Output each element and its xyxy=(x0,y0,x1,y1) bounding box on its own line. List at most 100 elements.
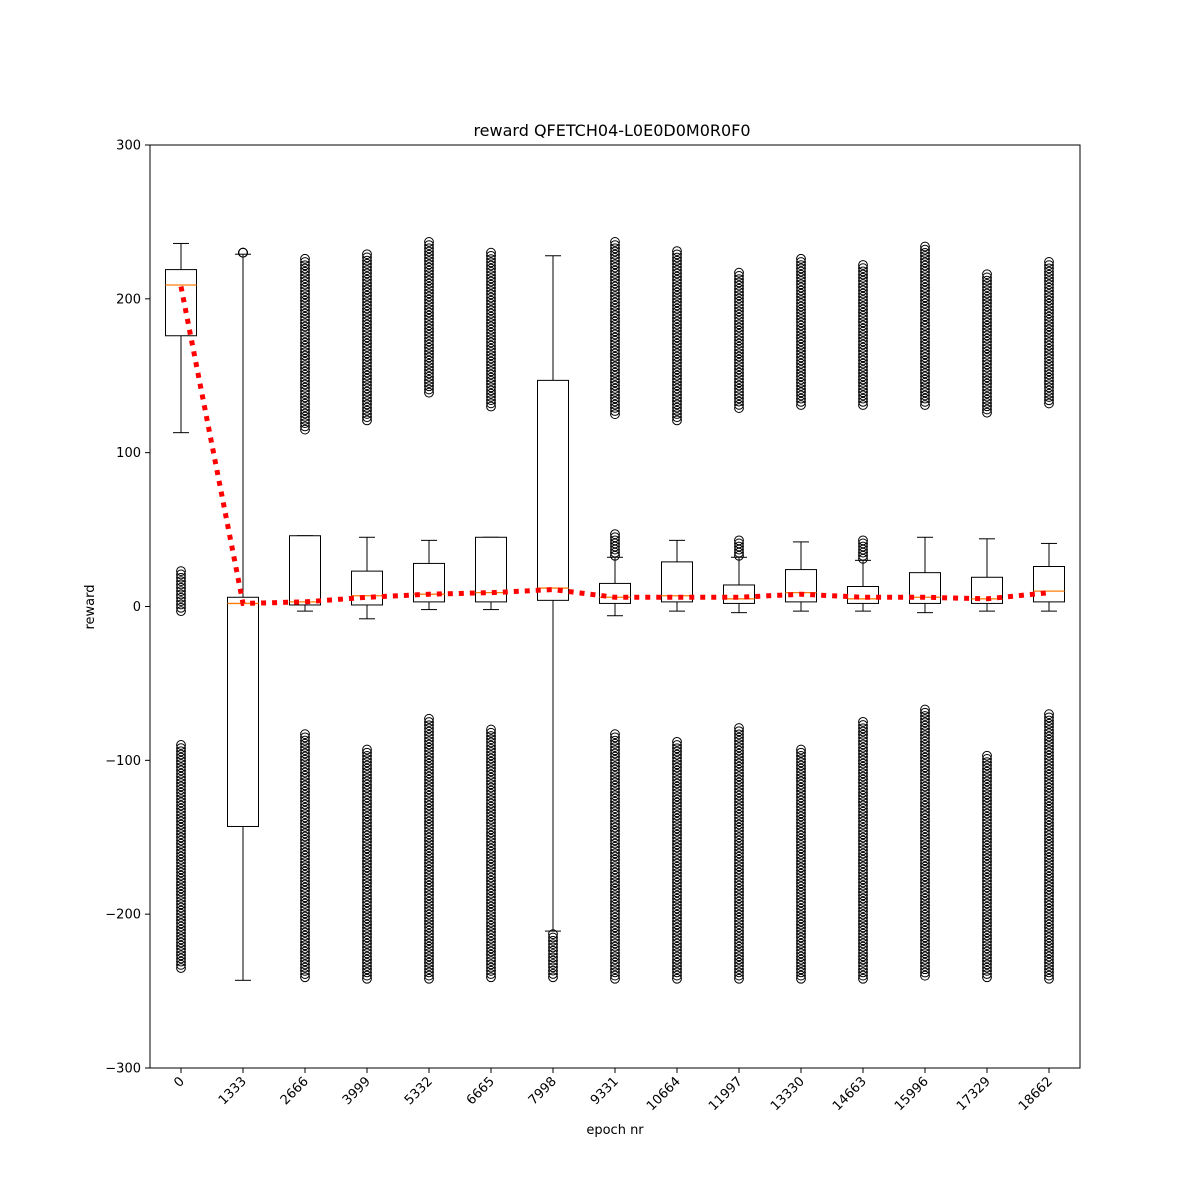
outlier-point xyxy=(362,747,372,758)
outlier-point xyxy=(300,328,310,338)
outlier-point xyxy=(734,951,744,962)
outlier-point xyxy=(796,792,806,803)
box-11997 xyxy=(723,267,755,984)
outlier-point xyxy=(424,884,434,894)
outlier-point xyxy=(424,758,434,769)
outlier-point xyxy=(796,843,806,854)
outlier-point xyxy=(300,386,310,396)
x-tick-label: 9331 xyxy=(588,1074,622,1108)
outlier-point xyxy=(1044,814,1054,825)
outlier-point xyxy=(1044,804,1054,815)
outlier-point xyxy=(176,851,186,862)
outlier-point xyxy=(362,913,372,924)
outlier-point xyxy=(176,784,186,795)
outlier-point xyxy=(920,301,930,312)
outlier-point xyxy=(734,899,744,910)
outlier-point xyxy=(176,867,186,878)
outlier-point xyxy=(424,381,434,392)
outlier-point xyxy=(610,829,620,839)
outlier-point xyxy=(672,749,682,760)
outlier-point xyxy=(362,268,372,279)
outlier-point xyxy=(300,937,310,947)
outlier-point xyxy=(610,796,620,807)
outlier-point xyxy=(486,795,496,806)
outlier-point xyxy=(362,875,372,885)
outlier-point xyxy=(610,806,620,817)
outlier-point xyxy=(610,246,620,257)
outlier-point xyxy=(176,838,186,849)
outlier-point xyxy=(734,271,744,281)
outlier-point xyxy=(920,349,930,360)
outlier-point xyxy=(610,928,620,939)
outlier-point xyxy=(1044,852,1054,863)
outlier-point xyxy=(982,365,992,376)
outlier-point xyxy=(796,970,806,981)
outlier-point xyxy=(858,797,868,808)
outlier-point xyxy=(920,887,930,898)
outlier-point xyxy=(734,854,744,865)
outlier-point xyxy=(610,307,620,318)
outlier-point xyxy=(796,754,806,765)
outlier-point xyxy=(486,834,496,844)
outlier-point xyxy=(920,257,930,268)
outlier-point xyxy=(920,772,930,782)
outlier-point xyxy=(486,727,496,738)
outlier-point xyxy=(486,962,496,973)
outlier-point xyxy=(982,773,992,784)
outlier-point xyxy=(920,746,930,757)
outlier-point xyxy=(920,961,930,971)
outlier-point xyxy=(796,368,806,379)
outlier-point xyxy=(176,943,186,954)
outlier-point xyxy=(362,409,372,419)
outlier-point xyxy=(424,269,434,279)
outlier-point xyxy=(734,758,744,769)
outlier-point xyxy=(362,249,372,260)
outlier-point xyxy=(486,388,496,399)
outlier-point xyxy=(734,867,744,878)
box-0 xyxy=(165,242,197,973)
outlier-point xyxy=(672,833,682,843)
outlier-point xyxy=(610,880,620,891)
outlier-point xyxy=(424,861,434,872)
outlier-point xyxy=(176,576,186,587)
outlier-point xyxy=(424,896,434,907)
outlier-point xyxy=(176,883,186,894)
outlier-point xyxy=(176,902,186,913)
outlier-point xyxy=(858,317,868,328)
outlier-point xyxy=(1044,737,1054,748)
outlier-point xyxy=(362,373,372,384)
outlier-point xyxy=(486,959,496,970)
outlier-point xyxy=(982,920,992,931)
outlier-point xyxy=(796,856,806,866)
outlier-point xyxy=(176,579,186,590)
outlier-point xyxy=(300,289,310,300)
outlier-point xyxy=(362,811,372,822)
outlier-point xyxy=(424,352,434,363)
outlier-point xyxy=(672,246,682,257)
outlier-point xyxy=(734,306,744,317)
outlier-point xyxy=(858,301,868,312)
outlier-point xyxy=(920,720,930,731)
outlier-point xyxy=(982,388,992,399)
outlier-point xyxy=(982,282,992,292)
outlier-point xyxy=(300,411,310,422)
outlier-point xyxy=(424,281,434,292)
outlier-point xyxy=(1044,741,1054,751)
outlier-point xyxy=(424,736,434,747)
outlier-point xyxy=(424,320,434,331)
outlier-point xyxy=(858,535,868,546)
box-13330 xyxy=(785,253,817,984)
outlier-point xyxy=(362,907,372,917)
outlier-point xyxy=(300,344,310,354)
outlier-point xyxy=(796,957,806,968)
outlier-point xyxy=(486,805,496,815)
outlier-point xyxy=(734,871,744,881)
outlier-point xyxy=(672,826,682,837)
outlier-point xyxy=(610,848,620,859)
outlier-point xyxy=(362,357,372,368)
outlier-point xyxy=(858,909,868,920)
outlier-point xyxy=(486,940,496,950)
outlier-point xyxy=(796,757,806,768)
outlier-point xyxy=(982,965,992,976)
outlier-point xyxy=(424,810,434,820)
